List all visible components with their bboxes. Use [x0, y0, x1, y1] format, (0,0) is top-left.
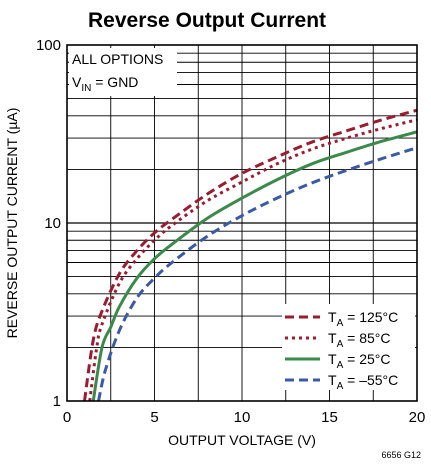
y-tick-label: 1	[53, 393, 61, 410]
conditions-annotation: ALL OPTIONS VIN = GND	[69, 48, 177, 96]
x-tick-label: 15	[321, 409, 338, 426]
annotation-vin-main: V	[72, 74, 82, 90]
legend-entry-25c: TA = 25°C	[328, 351, 390, 371]
annotation-vin-sub: IN	[81, 83, 91, 94]
y-axis-label: REVERSE OUTPUT CURRENT (µA)	[4, 108, 20, 339]
series-line-1	[88, 118, 417, 401]
x-tick-label: 10	[234, 409, 251, 426]
x-tick-label: 0	[63, 409, 71, 426]
x-tick-label: 5	[150, 409, 158, 426]
legend-entry-85c: TA = 85°C	[328, 330, 390, 350]
series-layer	[83, 108, 417, 401]
plot-frame	[66, 44, 418, 402]
x-tick-label: 20	[409, 409, 426, 426]
legend-entry-125c: TA = 125°C	[328, 309, 398, 329]
legend: TA = 125°C TA = 85°C TA = 25°C TA = –55°…	[282, 304, 415, 392]
tick-labels: 0 5 10 15 20 1 10 100	[36, 37, 425, 426]
legend-entry-minus55c: TA = –55°C	[328, 372, 398, 392]
series-line-2	[91, 130, 417, 401]
series-line-0	[83, 108, 417, 401]
y-tick-label: 100	[36, 37, 61, 54]
annotation-all-options: ALL OPTIONS	[72, 51, 163, 67]
annotation-vin-rest: = GND	[91, 74, 138, 90]
y-tick-label: 10	[44, 215, 61, 232]
figure-part-number: 6656 G12	[381, 450, 421, 460]
series-line-3	[97, 146, 417, 401]
x-axis-label: OUTPUT VOLTAGE (V)	[168, 432, 316, 448]
chart-title: Reverse Output Current	[88, 9, 326, 32]
annotation-vin-gnd: VIN = GND	[72, 74, 138, 94]
